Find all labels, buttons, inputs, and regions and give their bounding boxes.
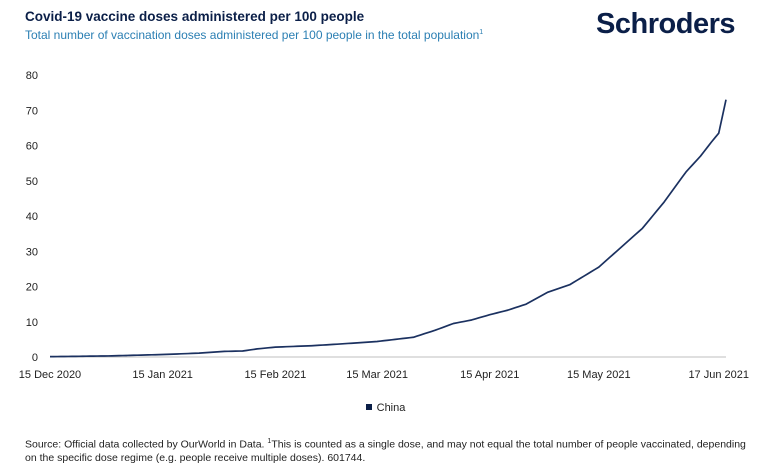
y-tick-label-0: 0	[32, 352, 38, 364]
schroders-logo: Schroders	[596, 8, 735, 40]
y-tick-label-10: 10	[26, 317, 38, 329]
source-footnote-mark: 1	[267, 438, 272, 445]
data-point-19	[569, 284, 571, 286]
data-point-2	[162, 354, 164, 356]
data-point-16	[507, 309, 509, 311]
x-tick-label-2: 15 Feb 2021	[244, 369, 306, 381]
data-point-27	[718, 132, 720, 134]
data-point-18	[547, 291, 549, 293]
data-point-8	[311, 345, 313, 347]
y-tick-label-80: 80	[26, 70, 38, 82]
x-tick-label-3: 15 Mar 2021	[346, 369, 408, 381]
data-point-24	[685, 171, 687, 173]
x-tick-label-1: 15 Jan 2021	[132, 369, 193, 381]
y-tick-label-60: 60	[26, 141, 38, 153]
y-tick-label-30: 30	[26, 246, 38, 258]
data-point-0	[49, 356, 51, 358]
data-point-22	[642, 228, 644, 230]
data-point-12	[434, 329, 436, 331]
legend-swatch-china	[365, 404, 372, 411]
source-text: This is counted as a single dose, and ma…	[25, 438, 746, 464]
data-point-26	[711, 141, 713, 143]
data-point-10	[376, 341, 378, 343]
data-point-3	[198, 352, 200, 354]
data-point-14	[471, 319, 473, 321]
data-point-7	[275, 346, 277, 348]
data-point-11	[413, 336, 415, 338]
source-prefix: Source: Official data collected by OurWo…	[25, 438, 268, 451]
subtitle-text: Total number of vaccination doses admini…	[25, 28, 480, 42]
data-point-1	[107, 355, 109, 357]
chart-subtitle: Total number of vaccination doses admini…	[25, 28, 483, 42]
line-chart: 0 10 20 30 40 50 60 70 80 15 Dec 2020 15 Jan 2021 1…	[19, 70, 749, 381]
y-tick-label-70: 70	[26, 105, 38, 117]
data-point-4	[224, 351, 226, 353]
data-point-5	[242, 350, 244, 352]
x-tick-label-6: 17 Jun 2021	[688, 369, 749, 381]
data-point-20	[598, 266, 600, 268]
y-tick-label-20: 20	[26, 282, 38, 294]
data-point-15	[489, 314, 491, 316]
data-point-28	[725, 99, 727, 101]
data-point-6	[256, 348, 258, 350]
series-line-china	[49, 99, 727, 358]
data-point-13	[453, 323, 455, 325]
x-tick-label-4: 15 Apr 2021	[460, 369, 519, 381]
x-tick-label-0: 15 Dec 2020	[19, 369, 81, 381]
subtitle-footnote-mark: 1	[479, 29, 484, 36]
legend-label-china: China	[376, 402, 406, 414]
data-point-17	[525, 303, 527, 305]
y-tick-label-40: 40	[26, 211, 38, 223]
source-note: Source: Official data collected by OurWo…	[25, 435, 755, 465]
data-point-25	[700, 155, 702, 157]
data-point-9	[340, 343, 342, 345]
chart-title: Covid-19 vaccine doses administered per …	[25, 9, 365, 24]
data-point-21	[620, 247, 622, 249]
legend: China	[0, 402, 771, 414]
y-tick-label-50: 50	[26, 176, 38, 188]
data-point-23	[663, 201, 665, 203]
x-tick-label-5: 15 May 2021	[567, 369, 631, 381]
